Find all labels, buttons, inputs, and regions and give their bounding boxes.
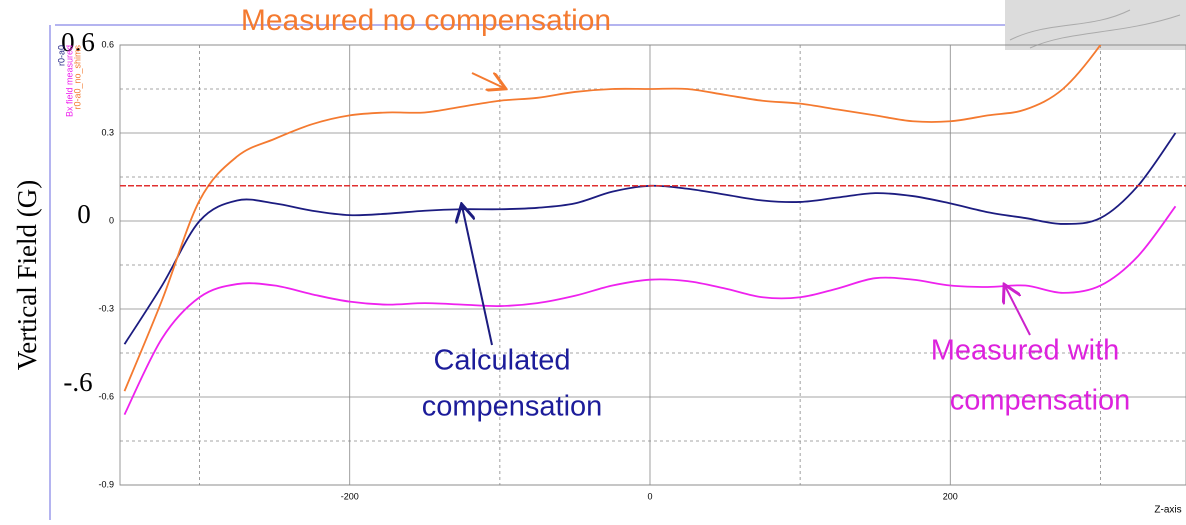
y-tick-label: -0.6 <box>98 391 114 401</box>
photo-thumbnail <box>1005 0 1186 50</box>
legend-label: r0-a0 <box>56 45 66 66</box>
photo-detail <box>1009 9 1181 49</box>
y-tick-label: 0.6 <box>101 39 114 49</box>
y-tick-label: 0 <box>109 215 114 225</box>
x-tick-label: -200 <box>341 491 359 501</box>
overlay-label: 0 <box>77 199 91 229</box>
x-tick-label: 200 <box>943 491 958 501</box>
y-tick-label: -0.3 <box>98 303 114 313</box>
y-axis-label: Vertical Field (G) <box>12 180 42 370</box>
arrow <box>471 72 504 88</box>
y-tick-label: 0.3 <box>101 127 114 137</box>
annotation: Measured with <box>931 335 1120 367</box>
series-line <box>123 205 1177 415</box>
legend-label: Bx field measured <box>64 45 74 117</box>
overlay-label: 0.6 <box>61 27 95 57</box>
arrow <box>1005 286 1031 336</box>
annotation: compensation <box>950 385 1131 417</box>
legend-label: r0-a0_no_shims <box>72 45 82 110</box>
chart-title: Measured no compensation <box>241 4 611 37</box>
series-line <box>123 45 1102 392</box>
y-tick-label: -0.9 <box>98 479 114 489</box>
overlay-label: -.6 <box>63 367 92 397</box>
x-axis-label: Z-axis <box>1154 505 1181 516</box>
x-tick-label: 0 <box>647 491 652 501</box>
arrow <box>462 206 493 346</box>
annotation: compensation <box>422 391 603 423</box>
annotation: Calculated <box>433 345 570 377</box>
